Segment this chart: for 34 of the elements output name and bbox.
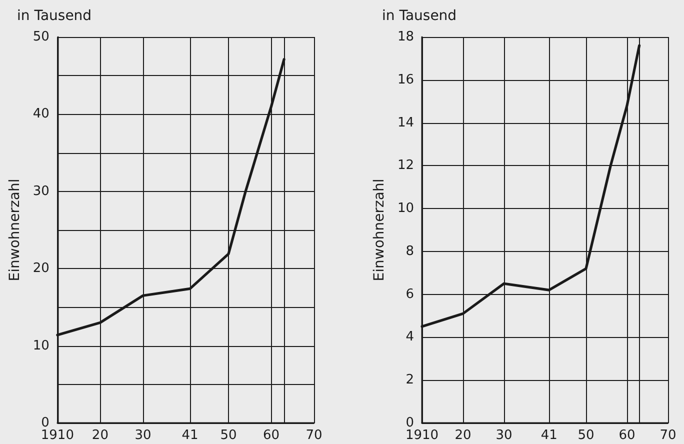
y-axis-title: Einwohnerzahl	[7, 178, 23, 282]
x-tick-label: 20	[454, 428, 472, 443]
y-tick-label: 10	[397, 201, 414, 216]
y-axis-title: Einwohnerzahl	[372, 178, 388, 282]
y-tick-label: 30	[32, 184, 50, 199]
y-tick-label: 20	[32, 261, 50, 276]
x-tick-label: 41	[182, 428, 198, 443]
y-tick-label: 0	[41, 416, 50, 430]
chart-subtitle: in Tausend	[17, 8, 92, 24]
x-tick-label: 41	[540, 428, 558, 443]
y-tick-label: 16	[397, 72, 414, 88]
y-tick-label: 8	[406, 244, 414, 259]
y-tick-label: 0	[406, 416, 414, 430]
x-tick-label: 60	[618, 428, 636, 443]
chart-subtitle: in Tausend	[382, 8, 457, 24]
x-tick-label: 50	[578, 428, 594, 443]
y-tick-label: 18	[397, 30, 414, 44]
x-tick-label: 30	[134, 428, 152, 443]
y-tick-label: 2	[406, 372, 414, 388]
y-tick-label: 4	[406, 330, 414, 345]
x-tick-label: 1910	[405, 428, 439, 443]
x-tick-label: 70	[660, 428, 676, 443]
y-tick-label: 40	[32, 106, 50, 122]
y-tick-label: 14	[397, 115, 414, 130]
x-tick-label: 50	[220, 428, 237, 443]
y-tick-label: 12	[397, 158, 414, 174]
x-tick-label: 1910	[40, 428, 74, 443]
x-tick-label: 20	[92, 428, 108, 443]
x-tick-label: 60	[262, 428, 280, 443]
x-tick-label: 30	[496, 428, 512, 443]
y-tick-label: 6	[406, 286, 414, 302]
x-tick-label: 70	[306, 428, 322, 443]
y-tick-label: 50	[32, 30, 50, 44]
y-tick-label: 10	[32, 338, 50, 354]
